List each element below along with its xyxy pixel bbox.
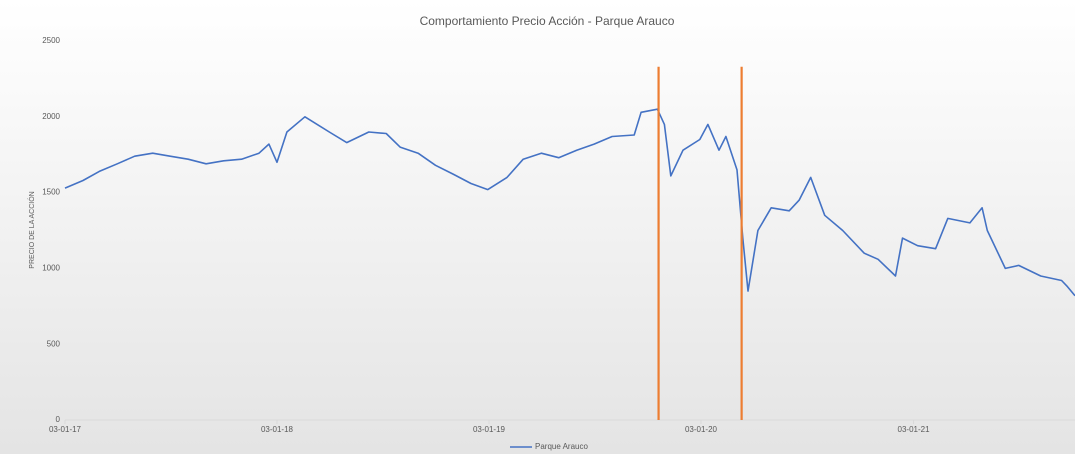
chart-title: Comportamiento Precio Acción - Parque Ar… xyxy=(420,14,675,28)
y-tick-label: 2500 xyxy=(42,36,60,45)
price-line xyxy=(64,108,1075,297)
y-tick-label: 1000 xyxy=(42,264,60,273)
y-tick-label: 2000 xyxy=(42,112,60,121)
y-tick-label: 500 xyxy=(47,339,61,348)
legend-label: Parque Arauco xyxy=(535,442,588,451)
y-tick-label: 1500 xyxy=(42,188,60,197)
x-tick-label: 03-01-19 xyxy=(473,425,506,434)
x-tick-label: 03-01-18 xyxy=(261,425,294,434)
y-axis-label: PRECIO DE LA ACCIÓN xyxy=(27,191,36,268)
x-tick-label: 03-01-20 xyxy=(685,425,718,434)
y-tick-label: 0 xyxy=(56,415,61,424)
x-tick-label: 03-01-17 xyxy=(49,425,82,434)
x-tick-label: 03-01-21 xyxy=(898,425,931,434)
